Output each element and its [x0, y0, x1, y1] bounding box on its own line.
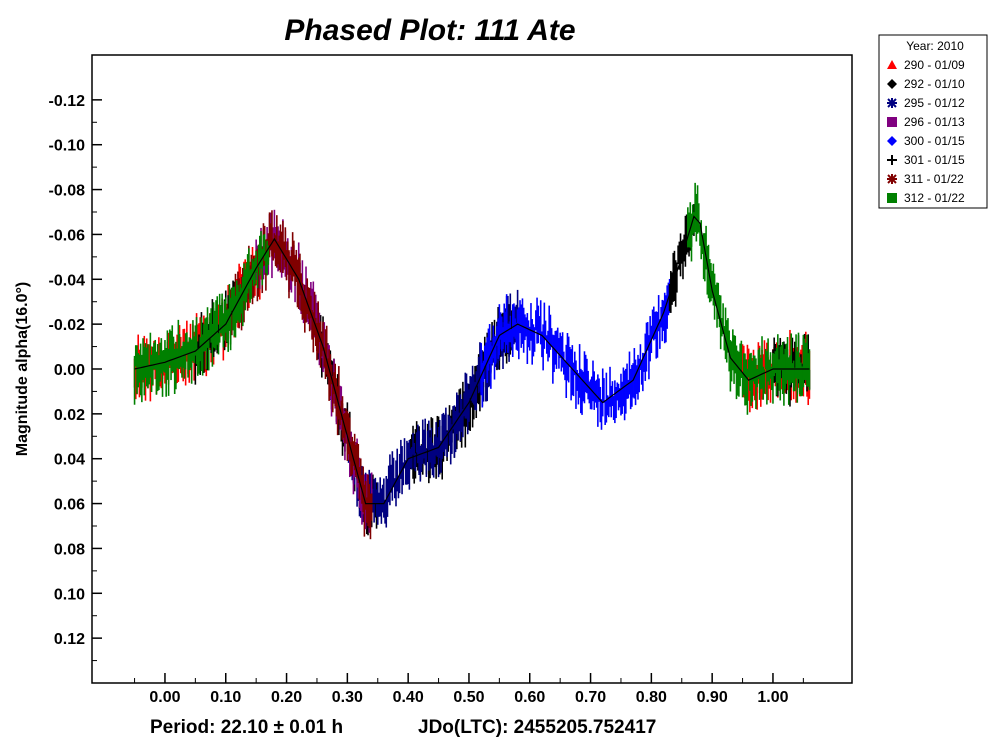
y-tick-label: -0.06	[49, 227, 86, 244]
x-tick-label: 0.50	[453, 689, 484, 706]
x-tick-label: 0.20	[271, 689, 302, 706]
y-tick-label: 0.00	[54, 362, 85, 379]
y-tick-label: 0.02	[54, 407, 85, 424]
x-tick-label: 0.10	[210, 689, 241, 706]
y-tick-label: -0.02	[49, 317, 86, 334]
y-tick-label: 0.06	[54, 497, 85, 514]
epoch-label: JDo(LTC): 2455205.752417	[418, 717, 656, 738]
x-tick-label: 1.00	[757, 689, 788, 706]
x-axis: 0.00 0.10 0.20 0.30 0.40 0.50 0.60 0.70 0.80 0.90…	[134, 673, 804, 706]
y-axis-label: Magnitude alpha(16.0°)	[14, 282, 31, 456]
y-tick-label: -0.08	[49, 183, 86, 200]
legend-marker-triangle	[887, 60, 897, 69]
x-tick-label: 0.40	[393, 689, 424, 706]
legend-marker-diamond	[887, 136, 897, 146]
chart-title: Phased Plot: 111 Ate	[284, 14, 575, 47]
y-tick-label: 0.04	[54, 452, 85, 469]
y-tick-label: -0.10	[49, 138, 86, 155]
legend-label: 311 - 01/22	[904, 172, 964, 186]
x-tick-label: 0.90	[697, 689, 728, 706]
y-tick-label: -0.12	[49, 93, 86, 110]
legend-marker-square	[887, 193, 897, 203]
legend-label: 296 - 01/13	[904, 115, 965, 129]
legend-label: 290 - 01/09	[904, 58, 965, 72]
legend-label: 295 - 01/12	[904, 96, 965, 110]
legend-items: 290 - 01/09 292 - 01/10 295 - 01/12 296 - 0…	[887, 58, 965, 205]
y-tick-label: 0.10	[54, 586, 85, 603]
legend-marker-diamond	[887, 79, 897, 89]
x-tick-label: 0.70	[575, 689, 606, 706]
y-tick-label: -0.04	[49, 272, 86, 289]
legend-marker-square	[887, 117, 897, 127]
y-axis: -0.12 -0.10 -0.08 -0.06 -0.04 -0.02 0.00 0.02 0.…	[49, 93, 102, 662]
x-tick-label: 0.60	[514, 689, 545, 706]
legend: Year: 2010 290 - 01/09 292 - 01/10 295 - 0…	[878, 34, 988, 209]
legend-title: Year: 2010	[906, 39, 964, 53]
legend-marker-asterisk	[887, 98, 897, 108]
legend-marker-plus	[887, 155, 897, 165]
x-tick-label: 0.30	[332, 689, 363, 706]
y-tick-label: 0.12	[54, 631, 85, 648]
data-layer	[133, 182, 811, 540]
fit-curve	[134, 215, 810, 505]
series-312	[133, 182, 811, 415]
period-label: Period: 22.10 ± 0.01 h	[150, 717, 343, 738]
legend-label: 300 - 01/15	[904, 134, 965, 148]
x-tick-label: 0.80	[636, 689, 667, 706]
y-tick-label: 0.08	[54, 541, 85, 558]
legend-marker-asterisk	[887, 174, 897, 184]
legend-label: 301 - 01/15	[904, 153, 965, 167]
legend-label: 292 - 01/10	[904, 77, 965, 91]
x-tick-label: 0.00	[149, 689, 180, 706]
legend-label: 312 - 01/22	[904, 191, 965, 205]
